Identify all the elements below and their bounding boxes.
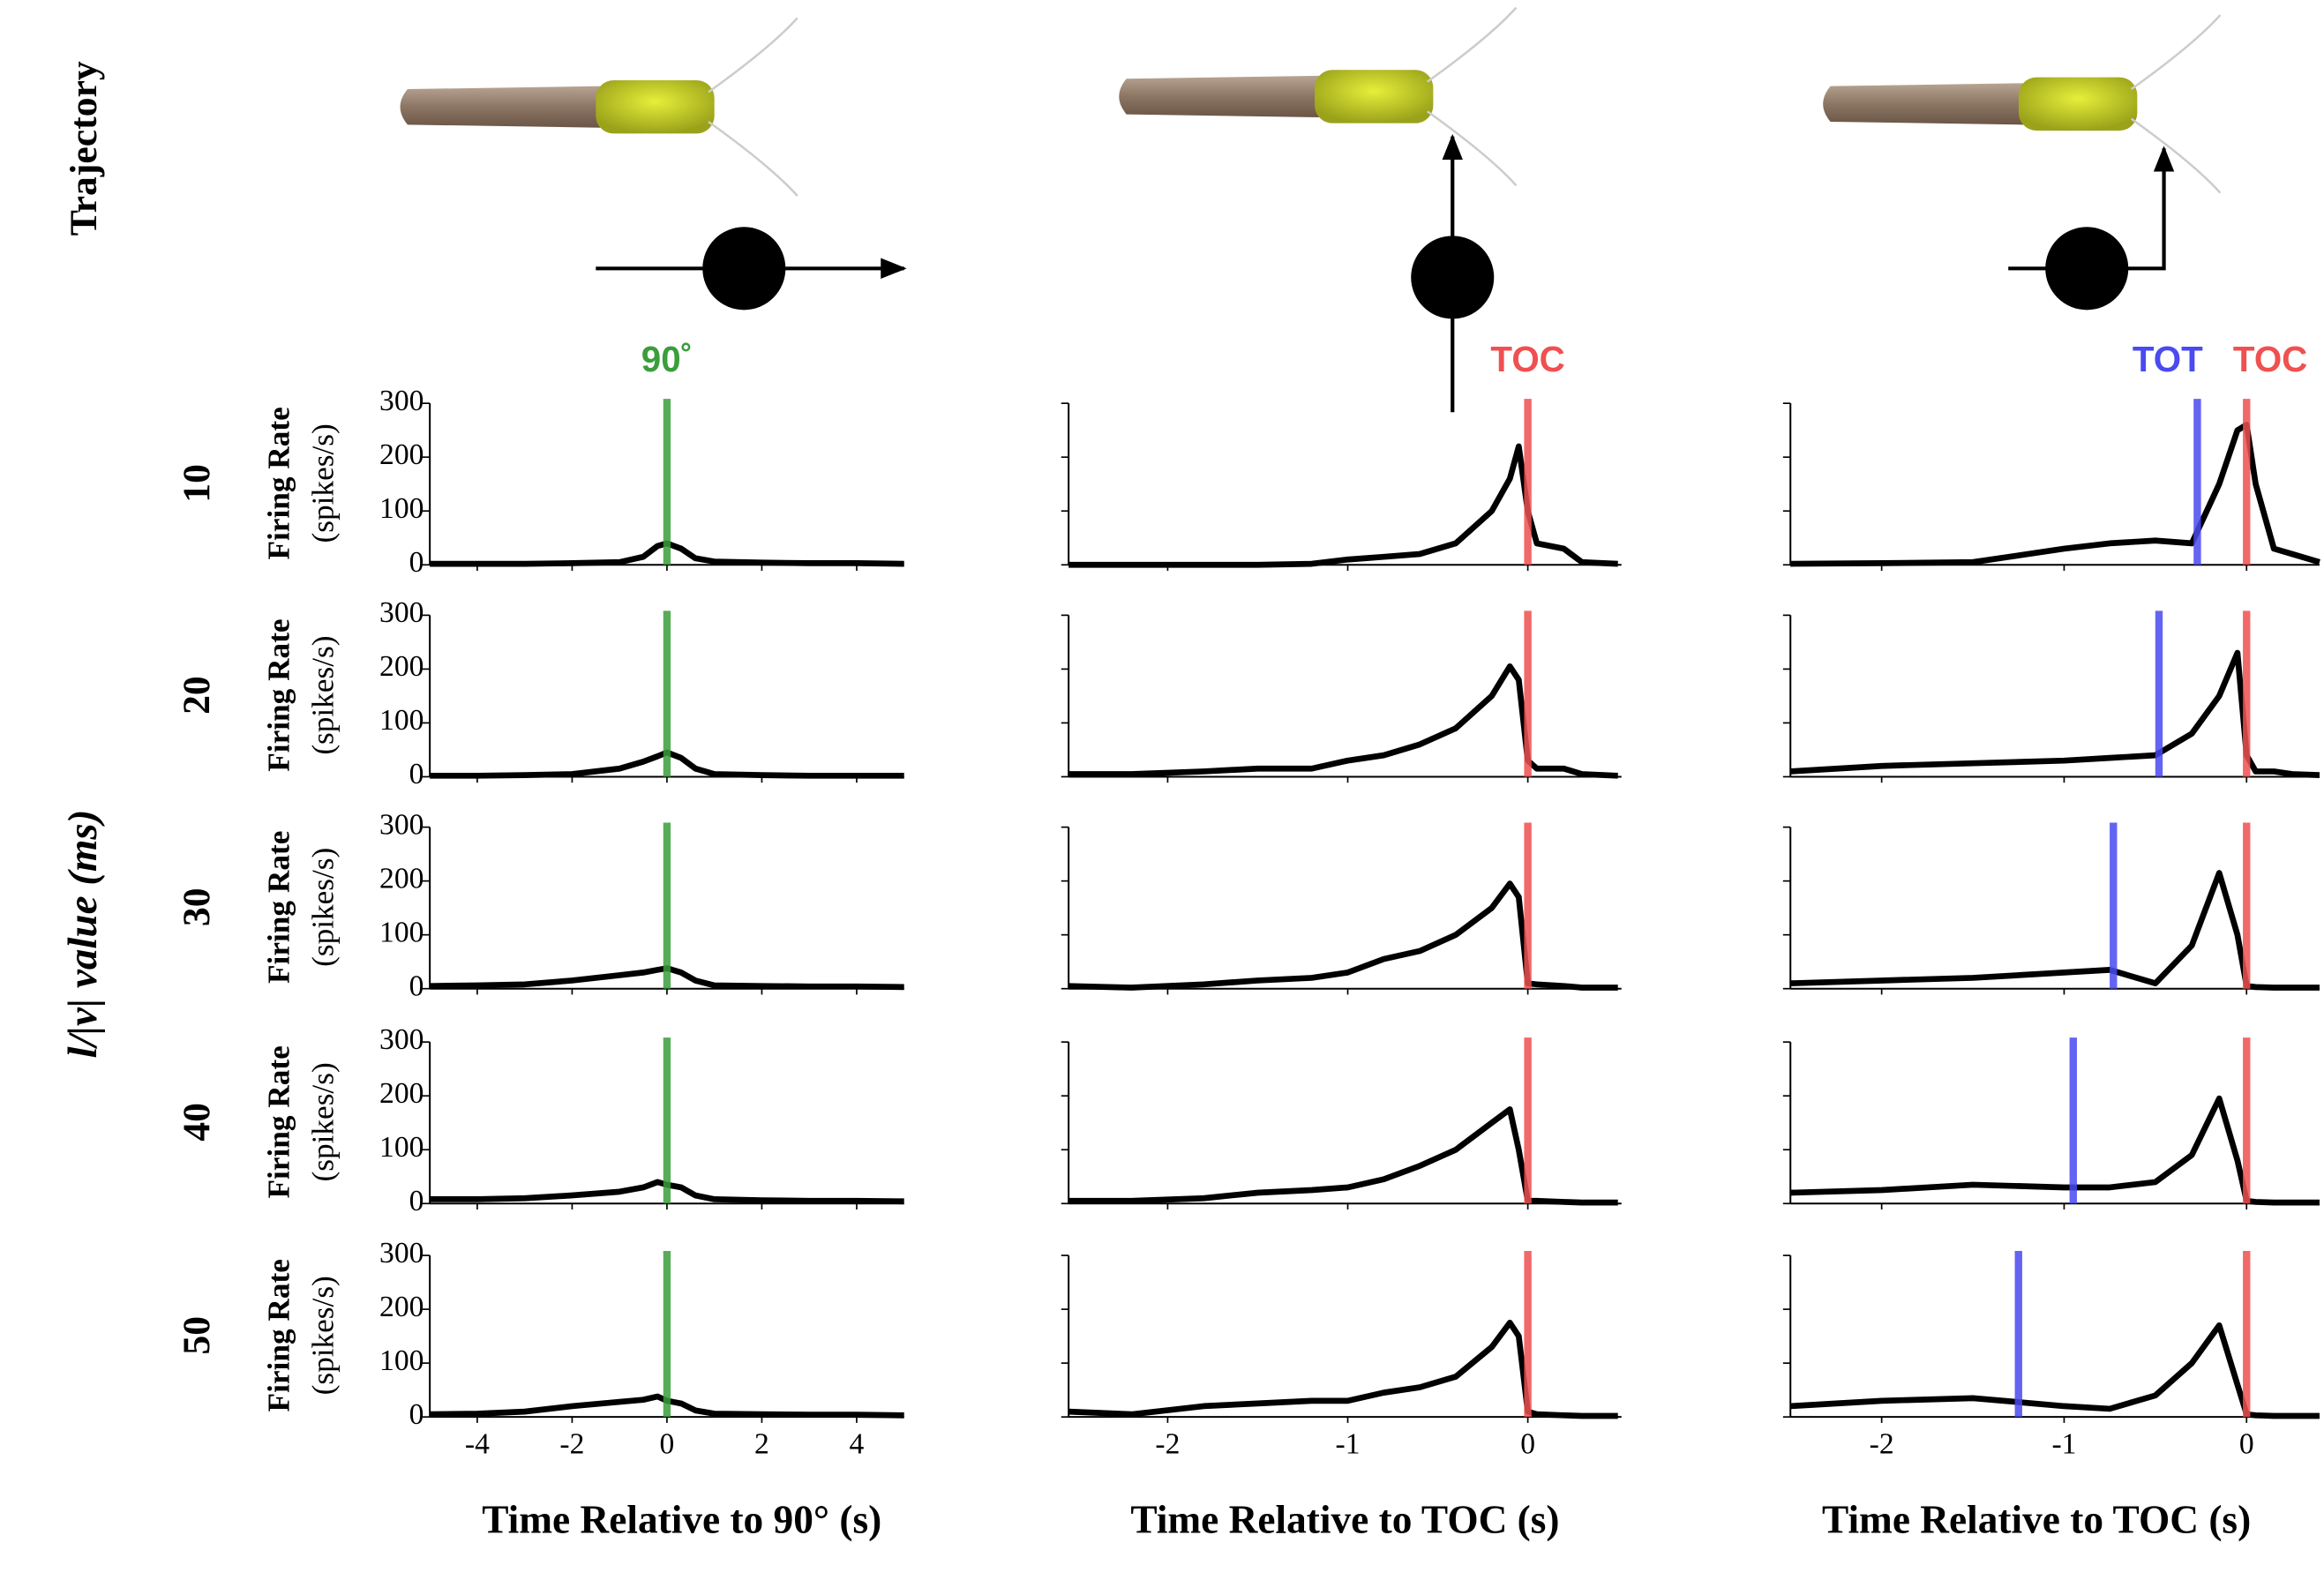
rate-line — [1790, 1322, 2320, 1419]
y-tick-label: 100 — [379, 1344, 424, 1377]
y-tick-label: 100 — [379, 492, 424, 525]
object-disc — [702, 227, 786, 311]
rate-line — [1068, 1319, 1618, 1419]
y-tick-label: 0 — [409, 758, 424, 790]
row-label: 40 — [176, 1103, 218, 1142]
rate-line — [1068, 663, 1618, 779]
rate-line — [1068, 880, 1618, 991]
y-axis-label: (spikes/s) — [306, 635, 341, 754]
rate-line — [1068, 1106, 1618, 1206]
event-label: TOC — [1490, 340, 1564, 379]
y-axis-label: Firing Rate — [261, 1045, 296, 1198]
y-tick-label: 200 — [379, 650, 424, 683]
y-axis-label: Firing Rate — [261, 831, 296, 984]
y-tick-label: 100 — [379, 916, 424, 948]
rate-line — [1068, 443, 1618, 568]
x-tick-label: -2 — [559, 1427, 584, 1460]
x-axis-label: Time Relative to 90° (s) — [482, 1498, 881, 1542]
y-tick-label: 300 — [379, 808, 424, 841]
y-axis-label: Firing Rate — [261, 1259, 296, 1412]
rate-line — [1790, 1095, 2320, 1206]
event-label: TOC — [2233, 340, 2307, 379]
y-axis-label: (spikes/s) — [306, 1062, 341, 1181]
x-tick-label: 4 — [850, 1427, 865, 1460]
x-tick-label: 0 — [660, 1427, 675, 1460]
insect-image — [399, 17, 799, 198]
x-tick-label: -1 — [1336, 1427, 1361, 1460]
rate-line — [1790, 649, 2320, 778]
insect-image — [1118, 6, 1518, 187]
rate-line — [1790, 422, 2320, 567]
y-tick-label: 300 — [379, 385, 424, 417]
x-tick-label: -1 — [2051, 1427, 2076, 1460]
trajectory-label: Trajectory — [63, 61, 105, 236]
row-label: 50 — [176, 1316, 218, 1355]
y-tick-label: 100 — [379, 1131, 424, 1164]
y-axis-label: (spikes/s) — [306, 423, 341, 543]
object-disc — [1411, 236, 1495, 319]
event-label: TOT — [2133, 340, 2203, 379]
x-tick-label: 0 — [1520, 1427, 1535, 1460]
y-tick-label: 100 — [379, 704, 424, 737]
y-tick-label: 300 — [379, 596, 424, 629]
y-tick-label: 0 — [409, 546, 424, 579]
y-tick-label: 0 — [409, 1398, 424, 1431]
row-label: 20 — [176, 676, 218, 715]
insect-image — [1821, 13, 2222, 194]
event-label: 90˚ — [641, 340, 693, 379]
y-axis-label: (spikes/s) — [306, 1276, 341, 1395]
x-tick-label: 2 — [754, 1427, 769, 1460]
y-tick-label: 0 — [409, 1185, 424, 1217]
trajectory-diagrams — [596, 133, 2175, 413]
rate-line — [1790, 870, 2320, 991]
y-tick-label: 0 — [409, 970, 424, 1002]
y-tick-label: 200 — [379, 862, 424, 895]
x-tick-label: -2 — [1155, 1427, 1180, 1460]
y-axis-label: (spikes/s) — [306, 848, 341, 967]
x-tick-label: 0 — [2239, 1427, 2254, 1460]
y-axis-label: Firing Rate — [261, 407, 296, 559]
x-tick-label: -2 — [1870, 1427, 1894, 1460]
object-disc — [2045, 227, 2129, 311]
y-tick-label: 200 — [379, 1077, 424, 1110]
y-axis-label: Firing Rate — [261, 618, 296, 771]
group-label: l/|v| value (ms) — [60, 810, 106, 1059]
x-axis-label: Time Relative to TOC (s) — [1130, 1498, 1559, 1542]
x-axis-label: Time Relative to TOC (s) — [1822, 1498, 2251, 1542]
y-tick-label: 200 — [379, 438, 424, 471]
y-tick-label: 300 — [379, 1237, 424, 1269]
y-tick-label: 200 — [379, 1291, 424, 1323]
row-label: 10 — [176, 464, 218, 503]
x-tick-label: -4 — [465, 1427, 490, 1460]
y-tick-label: 300 — [379, 1023, 424, 1056]
row-label: 30 — [176, 887, 218, 926]
